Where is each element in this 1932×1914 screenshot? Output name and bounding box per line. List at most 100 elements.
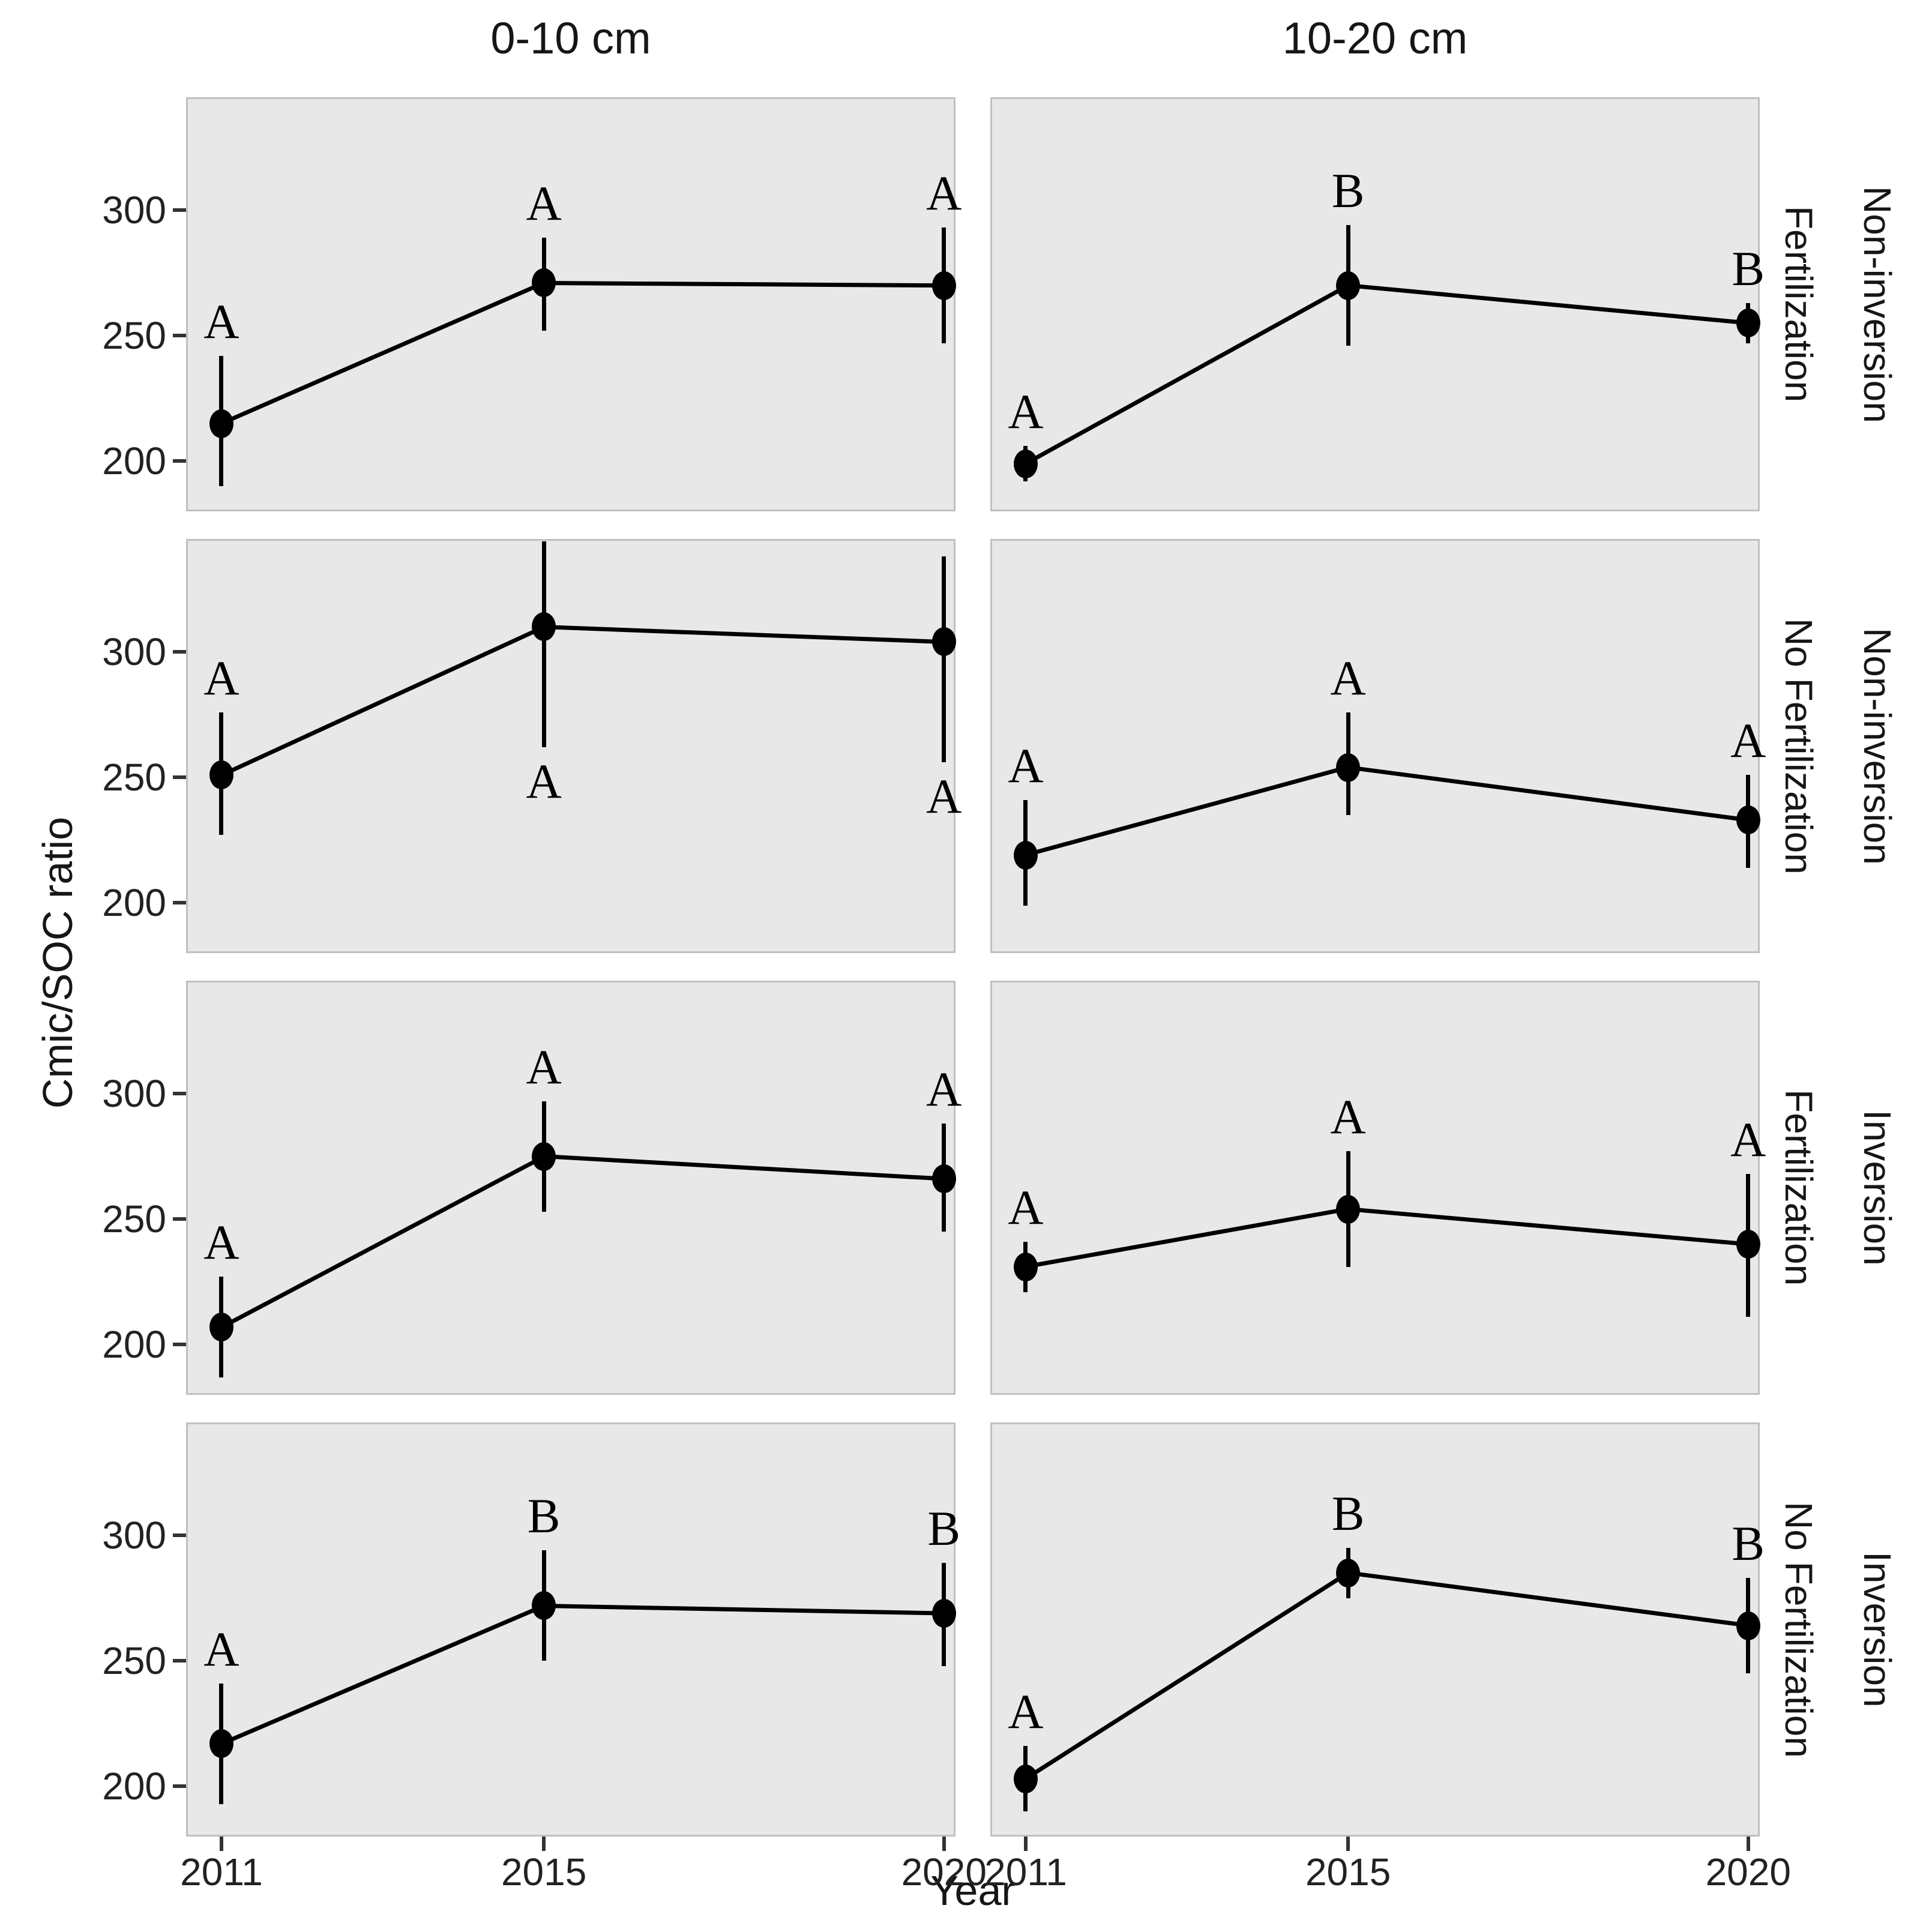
- y-tick-label: 250: [102, 1639, 166, 1683]
- x-tick-label: 2015: [501, 1850, 587, 1894]
- significance-letter: B: [1331, 1486, 1365, 1541]
- x-tick-mark: [542, 1837, 546, 1851]
- significance-letter: B: [1331, 163, 1365, 218]
- data-point: [1013, 840, 1038, 870]
- y-tick-mark: [173, 1343, 186, 1347]
- data-point: [209, 1729, 233, 1759]
- facet-panel-1-1: [186, 97, 955, 511]
- y-tick-mark: [173, 1659, 186, 1663]
- y-tick-label: 200: [102, 881, 166, 925]
- significance-letter: A: [1008, 738, 1044, 793]
- significance-letter: A: [1730, 1112, 1766, 1167]
- x-tick-mark: [1346, 1837, 1350, 1851]
- data-point: [1336, 1194, 1361, 1224]
- significance-letter: B: [927, 1501, 961, 1556]
- significance-letter: A: [1330, 650, 1366, 705]
- significance-letter: A: [1330, 1089, 1366, 1145]
- significance-letter: A: [926, 769, 962, 824]
- y-tick-label: 250: [102, 314, 166, 358]
- y-tick-label: 200: [102, 439, 166, 483]
- x-tick-label: 2020: [1705, 1850, 1791, 1894]
- column-title-depth-10-20: 10-20 cm: [1282, 13, 1468, 63]
- data-point: [209, 760, 233, 790]
- data-point: [1013, 449, 1038, 478]
- significance-letter: B: [1732, 1516, 1765, 1571]
- y-tick-label: 300: [102, 630, 166, 674]
- data-point: [1336, 753, 1361, 782]
- data-point: [931, 1598, 956, 1628]
- data-point: [1336, 1558, 1361, 1587]
- data-point: [532, 1142, 556, 1171]
- x-tick-mark: [1023, 1837, 1028, 1851]
- x-axis-title: Year: [930, 1867, 1016, 1914]
- facet-panel-2-1: [186, 539, 955, 953]
- data-point: [209, 409, 233, 438]
- y-tick-mark: [173, 459, 186, 463]
- facet-panel-4-2: [990, 1422, 1760, 1837]
- y-tick-mark: [173, 1092, 186, 1096]
- y-tick-label: 300: [102, 1072, 166, 1116]
- data-point: [1013, 1764, 1038, 1793]
- y-tick-mark: [173, 1784, 186, 1789]
- y-tick-mark: [173, 901, 186, 905]
- data-point: [931, 271, 956, 300]
- data-point: [1736, 308, 1760, 338]
- error-bar: [942, 556, 946, 763]
- y-tick-mark: [173, 208, 186, 212]
- y-axis-title: Cmic/SOC ratio: [34, 816, 81, 1109]
- data-point: [1013, 1252, 1038, 1281]
- y-tick-mark: [173, 1217, 186, 1221]
- x-tick-label: 2011: [180, 1850, 263, 1894]
- data-point: [931, 1164, 956, 1194]
- row-strip-inversion-fertilization: Inversion Fertilization: [1777, 1089, 1899, 1286]
- significance-letter: A: [526, 1039, 562, 1094]
- facet-panel-3-2: [990, 981, 1760, 1395]
- y-tick-mark: [173, 1533, 186, 1538]
- row-strip-noninversion-fertilization: Non-inversion Fertilization: [1777, 185, 1899, 423]
- data-point: [209, 1313, 233, 1342]
- significance-letter: A: [526, 754, 562, 809]
- x-tick-mark: [942, 1837, 946, 1851]
- significance-letter: A: [1008, 384, 1044, 439]
- y-tick-mark: [173, 650, 186, 654]
- y-tick-label: 200: [102, 1765, 166, 1808]
- x-tick-label: 2011: [984, 1850, 1067, 1894]
- data-point: [1736, 805, 1760, 835]
- data-point: [532, 612, 556, 642]
- significance-letter: B: [1732, 241, 1765, 296]
- y-tick-label: 300: [102, 188, 166, 232]
- significance-letter: A: [203, 293, 239, 349]
- y-tick-mark: [173, 334, 186, 338]
- significance-letter: A: [526, 176, 562, 231]
- significance-letter: A: [1008, 1179, 1044, 1235]
- significance-letter: A: [1730, 713, 1766, 768]
- facet-panel-1-2: [990, 97, 1760, 511]
- y-tick-mark: [173, 775, 186, 780]
- y-tick-label: 300: [102, 1514, 166, 1557]
- x-tick-mark: [219, 1837, 223, 1851]
- data-point: [1336, 271, 1361, 300]
- significance-letter: A: [203, 1621, 239, 1676]
- significance-letter: A: [926, 166, 962, 221]
- significance-letter: A: [203, 1215, 239, 1270]
- facet-panel-2-2: [990, 539, 1760, 953]
- y-tick-label: 250: [102, 756, 166, 799]
- data-point: [1736, 1230, 1760, 1259]
- data-point: [532, 1591, 556, 1621]
- x-tick-mark: [1746, 1837, 1750, 1851]
- column-title-depth-0-10: 0-10 cm: [490, 13, 651, 63]
- row-strip-noninversion-no-fertilization: Non-inversion No Fertilization: [1777, 618, 1899, 874]
- error-bar: [541, 541, 546, 748]
- facet-panel-3-1: [186, 981, 955, 1395]
- x-tick-label: 2015: [1305, 1850, 1391, 1894]
- data-point: [532, 268, 556, 298]
- significance-letter: B: [527, 1488, 561, 1544]
- significance-letter: A: [1008, 1684, 1044, 1739]
- significance-letter: A: [926, 1062, 962, 1117]
- data-point: [931, 627, 956, 657]
- y-tick-label: 250: [102, 1197, 166, 1241]
- significance-letter: A: [203, 650, 239, 705]
- data-point: [1736, 1611, 1760, 1640]
- facet-panel-4-1: [186, 1422, 955, 1837]
